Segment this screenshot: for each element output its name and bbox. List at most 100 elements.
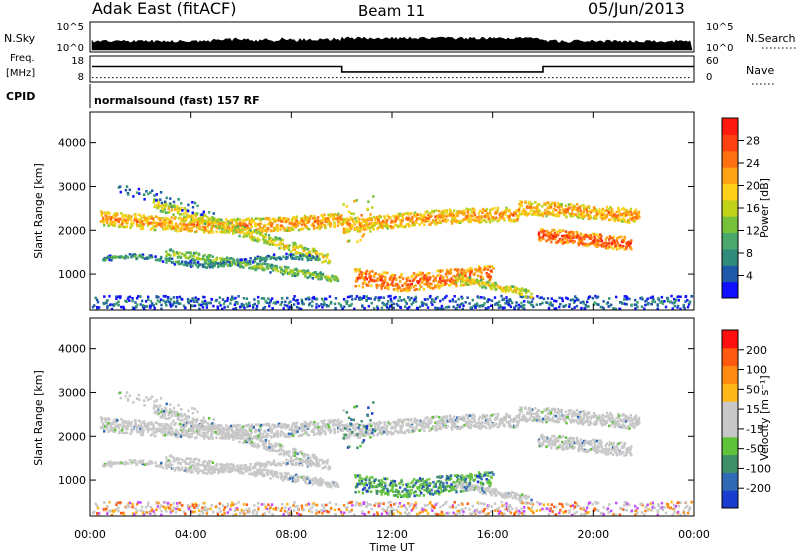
power-cell-29 [108,222,112,226]
frequency-trace [92,65,694,73]
power-cell-3034 [358,218,361,221]
power-cell-3660 [628,297,631,301]
power-cell-3834 [487,280,491,284]
power-cell-1787 [286,247,289,250]
velocity-cell-854 [397,421,400,424]
power-cell-2770 [544,233,547,237]
power-cell-2578 [161,260,165,263]
power-cell-995 [445,214,448,218]
power-cell-2049 [277,269,280,273]
power-cell-3676 [645,299,648,302]
power-cell-437 [248,227,252,230]
power-cell-3636 [602,300,605,303]
power-cell-3377 [374,296,377,299]
power-cell-3897 [525,291,528,294]
velocity-cell-685 [338,421,341,424]
velocity-cell-716 [348,428,352,432]
power-cell-495 [270,229,273,233]
power-cell-2525 [110,259,113,262]
power-cell-2136 [329,279,333,283]
power-cell-938 [426,210,429,213]
power-cell-1921 [203,258,206,261]
power-cell-3410 [400,299,403,302]
power-cell-467 [262,217,265,221]
power-cell-3638 [606,301,610,304]
power-cell-152 [152,221,155,224]
velocity-cell-471 [263,435,266,439]
power-cell-2151 [354,284,357,288]
power-cell-3788 [460,275,463,278]
power-cell-2334 [424,278,427,281]
power-cell-3770 [196,204,199,208]
power-cell-1925 [206,258,210,262]
power-cell-3479 [462,304,465,308]
power-cell-3102 [135,296,139,300]
velocity-cell-201 [168,424,172,428]
power-cell-2943 [605,236,609,239]
power-cell-233 [179,216,182,220]
power-cell-2681 [259,259,262,263]
velocity-cell-836 [390,425,394,429]
power-cell-281 [195,230,198,233]
power-cell-1178 [513,220,516,223]
velocity-cell-420 [243,428,246,432]
power-cell-2922 [596,242,599,246]
power-cell-2562 [143,257,147,260]
power-cell-3022 [348,239,351,243]
power-cell-1252 [538,203,541,207]
power-cell-2183 [368,272,371,276]
power-cell-2499 [485,272,488,275]
power-cell-2408 [450,283,453,286]
power-cell-3619 [586,300,589,304]
power-cell-580 [301,218,304,222]
power-cell-824 [386,224,389,228]
power-cell-3829 [484,286,488,290]
velocity-cell-81 [127,424,130,427]
power-cell-3730 [690,294,693,298]
power-cell-2755 [539,236,542,240]
power-cell-3028 [350,216,353,220]
power-cell-2619 [199,263,202,266]
power-cell-68 [122,225,125,229]
power-cell-3431 [420,301,424,304]
power-cell-1381 [582,204,586,207]
frequency-strip: Freq. [MHz] 18 8 60 0 Nave [6,53,776,85]
power-cell-873 [405,212,408,215]
power-cell-3018 [344,221,347,224]
power-cell-3268 [272,301,276,305]
velocity-cell-942 [425,423,428,426]
power-cell-1174 [508,219,512,222]
power-cell-1481 [617,216,621,220]
power-cell-2366 [436,283,439,287]
power-cell-3592 [561,297,564,300]
power-cell-2700 [275,258,278,261]
velocity-cell-711 [348,435,351,438]
velocity-cell-659 [329,429,333,432]
power-cell-853 [397,212,400,216]
power-cell-965 [435,209,438,212]
power-cell-2549 [132,254,136,258]
velocity-cell-755 [360,431,363,434]
power-cell-1864 [328,259,331,262]
power-cell-1552 [158,205,161,208]
power-cell-3051 [371,222,375,225]
power-cell-3567 [535,303,538,306]
power-cell-2685 [262,257,265,260]
power-cell-3250 [257,295,260,299]
power-cell-3049 [371,225,374,228]
velocity-cell-957 [432,416,436,419]
power-cell-807 [381,226,384,229]
power-cell-1599 [183,207,186,211]
power-cell-2590 [171,261,175,264]
power-cell-1459 [609,211,613,214]
power-cell-2611 [191,264,194,268]
power-cell-2247 [390,275,393,279]
power-cell-1847 [317,258,320,262]
power-cell-1777 [279,240,282,244]
power-cell-3657 [625,297,628,301]
power-cell-2874 [579,232,583,236]
velocity-cell-403 [238,424,241,427]
power-cell-2162 [358,273,361,276]
power-cell-3325 [323,302,326,305]
velocity-cell-996 [445,426,448,429]
